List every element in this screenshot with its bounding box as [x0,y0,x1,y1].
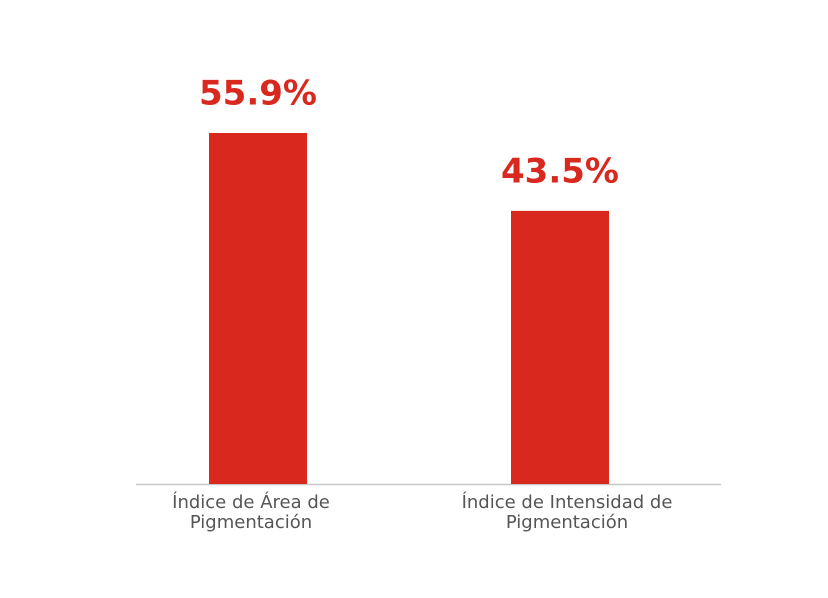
value-label: 55.9% [199,74,317,114]
value-label: 43.5% [501,151,619,191]
bar [511,210,609,484]
x-tick-label: Índice de Intensidad de Pigmentación [461,492,673,533]
bar [209,133,307,484]
x-tick-label: Índice de Área de Pigmentación [172,492,330,533]
